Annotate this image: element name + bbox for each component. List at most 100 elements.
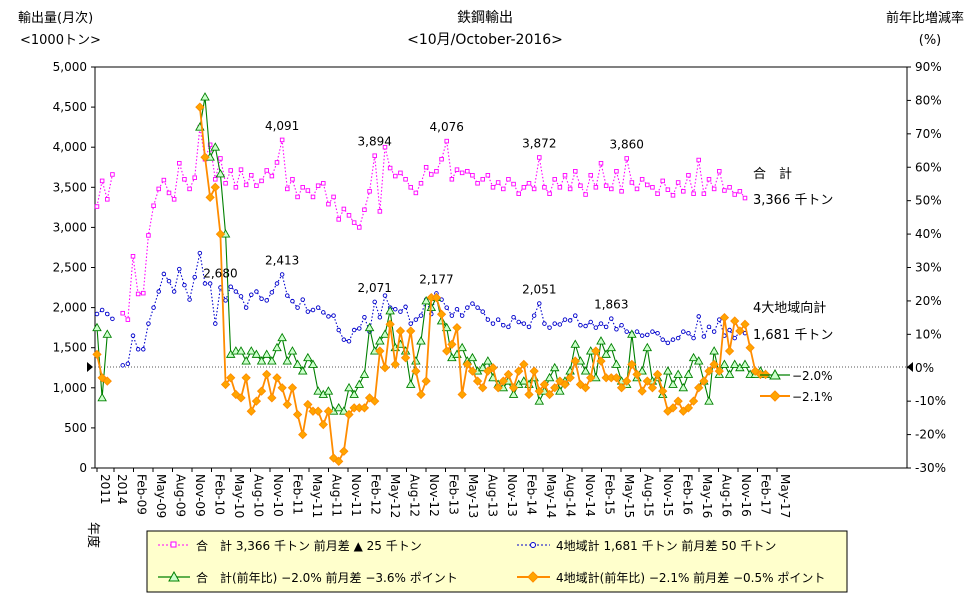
data-point — [596, 356, 606, 366]
x-tick-label: Feb-11 — [291, 474, 305, 515]
data-point — [298, 429, 308, 440]
data-point — [681, 189, 686, 194]
data-point — [105, 197, 110, 202]
data-point — [233, 289, 239, 294]
data-point — [341, 206, 347, 212]
data-point — [364, 322, 375, 332]
data-point — [557, 322, 563, 327]
data-point — [534, 396, 545, 405]
data-point — [272, 373, 282, 383]
label-total-yoy: −2.0% — [792, 369, 833, 383]
data-point — [655, 331, 660, 336]
data-point — [675, 335, 681, 341]
x-tick-label: May-12 — [388, 474, 402, 518]
data-point — [614, 327, 619, 332]
data-point — [300, 185, 305, 190]
data-point — [282, 356, 293, 365]
data-label: 4,091 — [265, 119, 299, 133]
y-right-tick-label: -30% — [915, 461, 946, 475]
x-tick-label: Nov-15 — [661, 474, 675, 517]
data-point — [449, 313, 455, 318]
data-point — [423, 164, 429, 170]
data-point — [215, 169, 226, 178]
series-0 — [94, 124, 748, 322]
x-axis-caption: 年度 — [85, 522, 101, 548]
data-point — [297, 366, 308, 375]
data-label: 2,177 — [419, 272, 453, 286]
data-point — [439, 156, 444, 162]
data-point — [102, 329, 113, 338]
data-point — [110, 316, 115, 322]
x-tick-label: Nov-16 — [739, 474, 753, 517]
data-point — [524, 389, 534, 400]
data-point — [323, 386, 334, 395]
y-right-tick-label: 60% — [915, 160, 942, 174]
data-point — [724, 369, 735, 378]
data-point — [305, 188, 311, 193]
x-tick-label: Nov-11 — [349, 474, 363, 517]
data-point — [295, 194, 300, 200]
data-point — [411, 366, 421, 376]
data-point — [552, 321, 557, 326]
legend-box — [146, 530, 848, 593]
data-point — [416, 336, 426, 345]
data-point — [570, 356, 580, 366]
data-point — [370, 396, 380, 406]
data-point — [542, 185, 547, 190]
data-point — [511, 314, 516, 320]
data-point — [717, 169, 722, 174]
x-tick-label: May-13 — [466, 474, 480, 518]
data-point — [531, 186, 537, 192]
data-point — [326, 201, 331, 207]
zero-marker-left — [87, 362, 93, 372]
data-point — [256, 356, 267, 365]
data-point — [393, 306, 398, 312]
data-point — [675, 180, 681, 185]
data-point — [279, 137, 285, 143]
data-point — [182, 177, 187, 182]
data-point — [719, 312, 730, 323]
data-point — [382, 293, 388, 298]
data-point — [367, 189, 372, 194]
data-point — [465, 305, 470, 310]
data-point — [550, 383, 560, 393]
data-point — [699, 376, 709, 386]
y-left-tick-label: 4,000 — [53, 140, 87, 154]
data-point — [645, 182, 650, 188]
data-point — [740, 359, 750, 368]
data-point — [382, 144, 388, 150]
data-point — [403, 177, 408, 182]
data-point — [573, 169, 578, 174]
data-point — [413, 317, 419, 322]
data-point — [213, 321, 218, 326]
data-point — [223, 181, 228, 186]
data-point — [362, 207, 367, 213]
data-point — [336, 327, 341, 333]
data-point — [611, 359, 622, 368]
data-point — [722, 188, 727, 193]
data-point — [467, 352, 478, 362]
data-point — [567, 186, 573, 192]
data-point — [452, 323, 462, 333]
data-point — [501, 322, 506, 328]
data-point — [372, 299, 377, 305]
data-point — [462, 359, 472, 370]
x-axis: 2011 2014 Feb-09 May-09 Aug-09 Nov-09 Feb-10 Ma… — [96, 468, 792, 518]
x-tick-label: Aug-15 — [642, 474, 656, 517]
data-label: 2,680 — [203, 267, 237, 281]
data-point — [110, 172, 115, 177]
data-point — [693, 356, 704, 365]
data-point — [516, 191, 521, 196]
data-point — [125, 361, 131, 366]
data-point — [493, 383, 503, 393]
data-point — [601, 349, 611, 358]
data-point — [285, 186, 290, 192]
data-point — [99, 307, 105, 313]
data-point — [560, 379, 570, 390]
data-point — [598, 160, 604, 166]
data-point — [146, 321, 151, 326]
data-point — [254, 289, 259, 294]
label-four-value: 1,681 千トン — [753, 328, 833, 343]
data-point — [634, 186, 640, 192]
y-left-tick-label: 2,500 — [53, 261, 87, 275]
